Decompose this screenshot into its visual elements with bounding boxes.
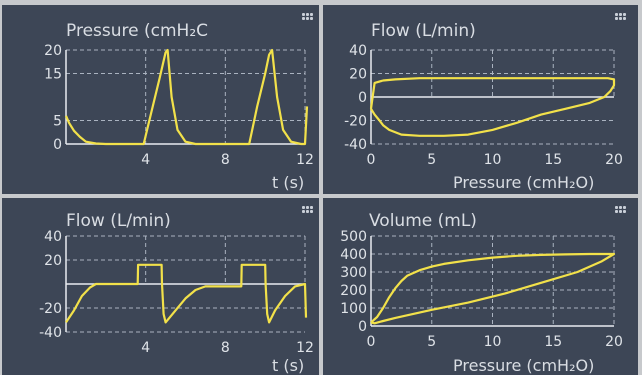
y-tick-label: 20 bbox=[44, 253, 62, 269]
x-tick-label: 20 bbox=[605, 152, 623, 168]
series-line bbox=[65, 263, 308, 324]
volume-pressure-loop-plot: 500 400 300 200 100 00 5 10 15 20 bbox=[340, 229, 623, 350]
chart-title: Flow (L/min) bbox=[371, 21, 476, 41]
y-tick-label: 0 bbox=[358, 319, 367, 335]
y-tick-label: 200 bbox=[340, 283, 367, 299]
y-tick-label: 20 bbox=[349, 67, 367, 83]
flow-time-panel: Flow (L/min) 40 20 -20 -40 4 8 12 t (s) bbox=[2, 198, 319, 375]
chart-title: Volume (mL) bbox=[369, 211, 477, 231]
volume-pressure-panel: Volume (mL) 500 400 300 200 100 0 0 5 10 15 20 Pre… bbox=[323, 198, 638, 375]
y-tick-label: 300 bbox=[340, 265, 367, 281]
x-tick-label: 12 bbox=[296, 340, 314, 356]
y-tick-label: 0 bbox=[53, 137, 62, 153]
x-tick-label: 8 bbox=[221, 152, 230, 168]
x-axis-label: t (s) bbox=[272, 173, 305, 192]
y-tick-label: 500 bbox=[340, 229, 367, 245]
y-tick-label: -40 bbox=[344, 137, 367, 153]
x-tick-label: 4 bbox=[141, 152, 150, 168]
x-tick-label: 20 bbox=[605, 334, 623, 350]
series-line bbox=[64, 48, 309, 146]
chart-title: Pressure (cmH₂C bbox=[66, 21, 209, 41]
y-tick-label: 5 bbox=[53, 114, 62, 130]
grid-menu-icon[interactable] bbox=[615, 13, 629, 23]
y-tick-label: 40 bbox=[349, 43, 367, 59]
y-tick-label: 400 bbox=[340, 247, 367, 263]
x-tick-label: 5 bbox=[427, 152, 436, 168]
grid-menu-icon[interactable] bbox=[302, 13, 316, 23]
x-tick-label: 10 bbox=[484, 334, 502, 350]
flow-pressure-panel: Flow (L/min) 40 20 0 -20 -40 0 5 10 15 20 Pressur… bbox=[323, 5, 638, 194]
x-axis-label: t (s) bbox=[272, 356, 305, 375]
x-tick-label: 8 bbox=[221, 340, 230, 356]
y-tick-label: -20 bbox=[344, 114, 367, 130]
x-axis-label: Pressure (cmH₂O) bbox=[453, 173, 595, 192]
y-tick-label: 0 bbox=[358, 90, 367, 106]
x-tick-label: 0 bbox=[367, 334, 376, 350]
pressure-time-panel: Pressure (cmH₂C 0 5 15 20 4 8 12 t (s) bbox=[2, 5, 319, 194]
x-tick-label: 10 bbox=[484, 152, 502, 168]
grid-menu-icon[interactable] bbox=[615, 206, 629, 216]
x-tick-label: 15 bbox=[544, 152, 562, 168]
series-line bbox=[369, 77, 616, 137]
y-tick-label: 20 bbox=[44, 43, 62, 59]
x-tick-label: 4 bbox=[141, 340, 150, 356]
grid-menu-icon[interactable] bbox=[302, 206, 316, 216]
x-axis-label: Pressure (cmH₂O) bbox=[453, 356, 595, 375]
chart-title: Flow (L/min) bbox=[66, 211, 171, 231]
y-tick-label: 40 bbox=[44, 229, 62, 245]
x-tick-label: 12 bbox=[296, 152, 314, 168]
y-tick-label: -20 bbox=[39, 301, 62, 317]
x-tick-label: 5 bbox=[427, 334, 436, 350]
pressure-time-plot: 0 5 15 20 4 8 12 bbox=[44, 43, 314, 168]
y-tick-label: 100 bbox=[340, 301, 367, 317]
y-tick-label: -40 bbox=[39, 325, 62, 341]
x-tick-label: 15 bbox=[544, 334, 562, 350]
y-tick-label: 15 bbox=[44, 67, 62, 83]
flow-time-plot: 40 20 -20 -40 4 8 12 bbox=[39, 229, 314, 356]
x-tick-label: 0 bbox=[367, 152, 376, 168]
series-line bbox=[370, 252, 616, 325]
